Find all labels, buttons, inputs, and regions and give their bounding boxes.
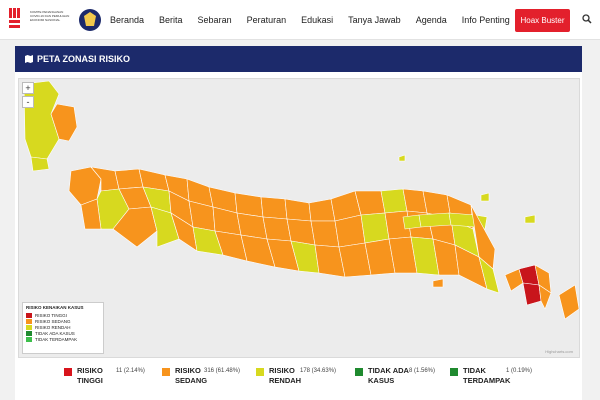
legend-label: RISIKO RENDAH xyxy=(35,324,71,330)
summary-label: RISIKO RENDAH xyxy=(269,366,302,385)
region-island-1 xyxy=(398,154,406,162)
nav-agenda[interactable]: Agenda xyxy=(415,15,447,25)
region-java-w4 xyxy=(80,198,102,230)
zoom-out-button[interactable]: - xyxy=(22,96,34,108)
summary-label: RISIKO TINGGI xyxy=(77,366,103,385)
summary-label: RISIKO SEDANG xyxy=(175,366,208,385)
summary-swatch xyxy=(355,368,363,376)
legend-title: RISIKO KENAIKAN KASUS xyxy=(26,305,84,310)
legend-item[interactable]: TIDAK ADA KASUS xyxy=(26,330,100,336)
legend-item[interactable]: RISIKO SEDANG xyxy=(26,318,100,324)
region-java-c8 xyxy=(262,216,292,242)
summary-tidak-ada-kasus: TIDAK ADA KASUS 8 (1.56%) xyxy=(355,366,450,396)
summary-swatch xyxy=(162,368,170,376)
section-header: PETA ZONASI RISIKO xyxy=(15,46,582,72)
summary-label: TIDAK ADA KASUS xyxy=(368,366,409,385)
legend-label: TIDAK TERDAMPAK xyxy=(35,336,78,342)
hoax-buster-button[interactable]: Hoax Buster xyxy=(515,9,570,32)
region-west-mid xyxy=(50,103,78,142)
summary-tinggi: RISIKO TINGGI 11 (2.14%) xyxy=(64,366,154,396)
kpcpen-logo[interactable] xyxy=(6,6,106,34)
region-java-e7 xyxy=(380,188,408,214)
region-java-w5 xyxy=(114,168,144,190)
summary-tidak-terdampak: TIDAK TERDAMPAK 1 (0.19%) xyxy=(450,366,560,396)
map-credit[interactable]: Highcharts.com xyxy=(545,349,573,354)
summary-swatch xyxy=(64,368,72,376)
nav-berita[interactable]: Berita xyxy=(159,15,183,25)
summary-sedang: RISIKO SEDANG 316 (61.48%) xyxy=(162,366,252,396)
legend-label: RISIKO TINGGI xyxy=(35,312,67,318)
summary-label: TIDAK TERDAMPAK xyxy=(463,366,511,385)
summary-rendah: RISIKO RENDAH 178 (34.63%) xyxy=(256,366,351,396)
risk-map[interactable]: + - Highcharts.com xyxy=(18,78,580,358)
zoom-in-button[interactable]: + xyxy=(22,82,34,94)
region-madura-2 xyxy=(418,212,452,228)
legend-swatch-sedang xyxy=(26,318,32,324)
legend-label: RISIKO SEDANG xyxy=(35,318,71,324)
summary-value: 11 (2.14%) xyxy=(116,368,145,374)
region-bali-3 xyxy=(522,282,542,306)
main-nav: Beranda Berita Sebaran Peraturan Edukasi… xyxy=(110,0,525,40)
region-bali-5 xyxy=(538,284,552,310)
region-island-3 xyxy=(432,278,444,288)
map-legend: RISIKO KENAIKAN KASUS RISIKO TINGGI RISI… xyxy=(22,302,104,354)
nav-peraturan[interactable]: Peraturan xyxy=(246,15,287,25)
region-island-2 xyxy=(524,214,536,224)
summary-value: 1 (0.19%) xyxy=(506,368,533,374)
region-java-tip2 xyxy=(478,256,500,294)
legend-swatch-rendah xyxy=(26,324,32,330)
region-java-w7 xyxy=(112,206,158,248)
map-icon xyxy=(25,55,33,63)
summary-value: 8 (1.56%) xyxy=(409,368,436,374)
nav-beranda[interactable]: Beranda xyxy=(110,15,145,25)
region-lombok-1 xyxy=(558,284,580,320)
summary-value: 316 (61.48%) xyxy=(204,368,241,374)
nav-tanya-jawab[interactable]: Tanya Jawab xyxy=(348,15,401,25)
region-west-low xyxy=(30,156,50,172)
region-java-c13 xyxy=(308,198,336,222)
legend-swatch-tidak-ada-kasus xyxy=(26,330,32,336)
summary-swatch xyxy=(450,368,458,376)
region-java-e5 xyxy=(360,212,390,244)
region-madura-1 xyxy=(402,214,422,230)
legend-item[interactable]: RISIKO RENDAH xyxy=(26,324,100,330)
summary-value: 178 (34.63%) xyxy=(300,368,337,374)
nav-edukasi[interactable]: Edukasi xyxy=(301,15,334,25)
search-icon[interactable] xyxy=(582,14,592,24)
logo-caption: KOMITE PENANGANAN COVID-19 DAN PEMULIHAN… xyxy=(30,10,70,22)
region-java-c10 xyxy=(284,198,312,222)
map-canvas[interactable] xyxy=(19,79,581,359)
legend-item[interactable]: RISIKO TINGGI xyxy=(26,312,100,318)
legend-swatch-tinggi xyxy=(26,312,32,318)
legend-label: TIDAK ADA KASUS xyxy=(35,330,75,336)
region-madura-3 xyxy=(448,212,476,228)
region-java-c14 xyxy=(310,220,340,248)
legend-item[interactable]: TIDAK TERDAMPAK xyxy=(26,336,100,342)
nav-sebaran[interactable]: Sebaran xyxy=(197,15,232,25)
legend-swatch-tidak-terdampak xyxy=(26,336,32,342)
nav-info-penting[interactable]: Info Penting xyxy=(461,15,510,25)
summary-swatch xyxy=(256,368,264,376)
site-header: KOMITE PENANGANAN COVID-19 DAN PEMULIHAN… xyxy=(0,0,600,40)
section-title: PETA ZONASI RISIKO xyxy=(37,54,131,64)
region-java-c7 xyxy=(260,196,288,220)
region-island-4 xyxy=(480,192,490,202)
region-java-e2 xyxy=(334,214,366,248)
